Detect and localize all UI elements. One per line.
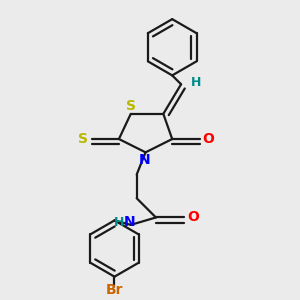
Text: H: H bbox=[114, 216, 124, 229]
Text: H: H bbox=[191, 76, 201, 89]
Text: N: N bbox=[138, 153, 150, 167]
Text: S: S bbox=[78, 132, 88, 146]
Text: S: S bbox=[126, 100, 136, 113]
Text: N: N bbox=[124, 215, 135, 230]
Text: Br: Br bbox=[106, 283, 123, 297]
Text: O: O bbox=[187, 211, 199, 224]
Text: O: O bbox=[202, 132, 214, 146]
